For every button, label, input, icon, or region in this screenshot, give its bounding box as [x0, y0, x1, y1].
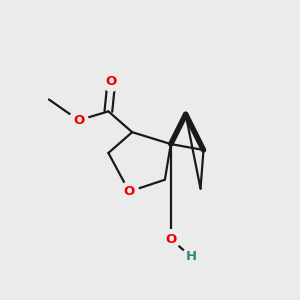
Circle shape	[69, 111, 88, 130]
Circle shape	[161, 230, 180, 249]
Text: O: O	[106, 75, 117, 88]
Circle shape	[120, 182, 139, 201]
Text: H: H	[186, 250, 197, 263]
Text: O: O	[124, 185, 135, 198]
Circle shape	[182, 248, 201, 266]
Text: O: O	[73, 114, 84, 127]
Circle shape	[102, 72, 121, 91]
Text: O: O	[165, 233, 176, 246]
